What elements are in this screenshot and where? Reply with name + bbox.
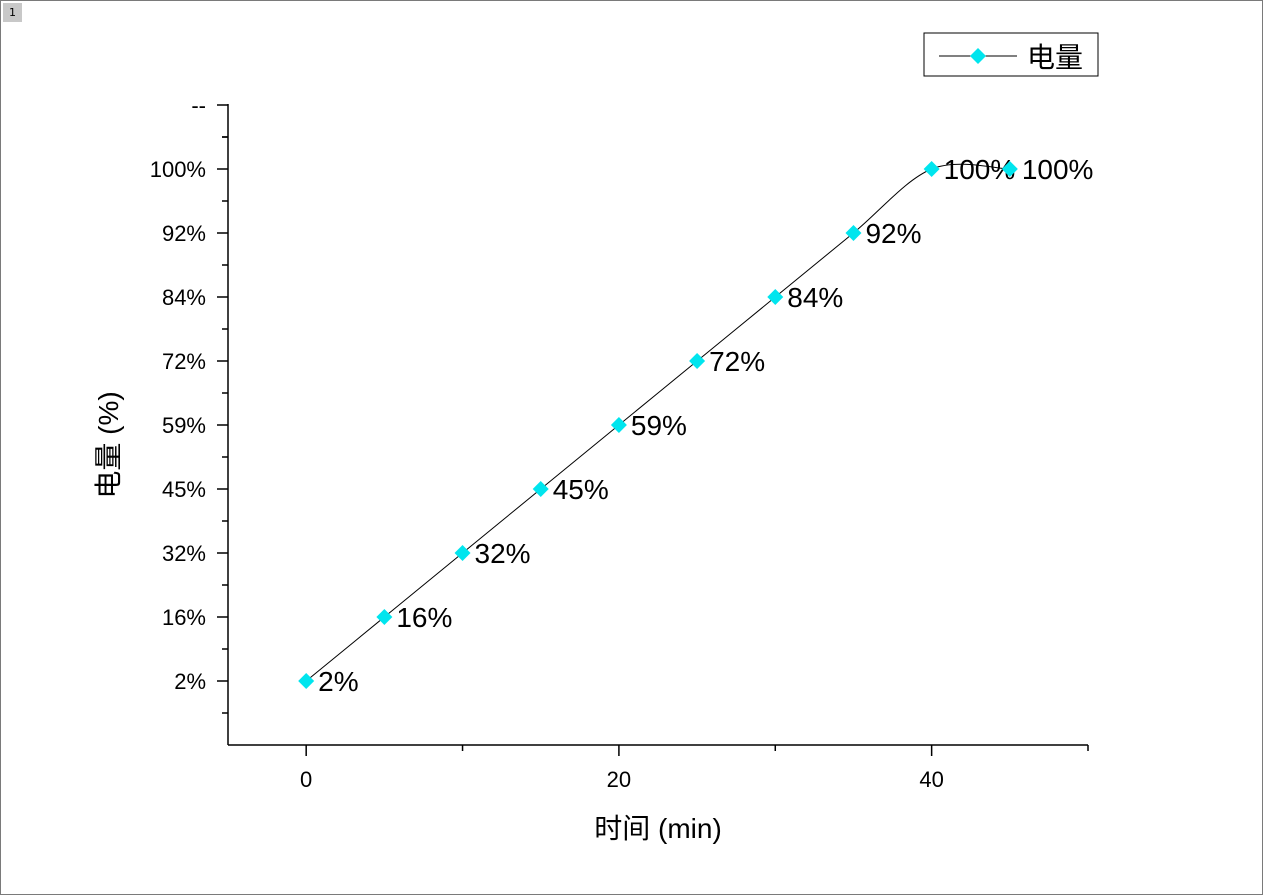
data-point xyxy=(454,545,471,561)
data-label: 45% xyxy=(553,474,609,505)
y-tick-label: 59% xyxy=(162,413,206,438)
data-point xyxy=(298,673,315,689)
data-label: 72% xyxy=(709,346,765,377)
data-label: 32% xyxy=(475,538,531,569)
legend-label: 电量 xyxy=(1027,42,1083,73)
y-tick-label: 2% xyxy=(174,669,206,694)
page-tab-label: 1 xyxy=(3,3,22,22)
data-point xyxy=(923,161,940,177)
y-tick-label: 92% xyxy=(162,221,206,246)
legend-box xyxy=(923,32,1099,77)
y-tick-label: 72% xyxy=(162,349,206,374)
data-point xyxy=(1001,161,1018,177)
data-point xyxy=(845,225,862,241)
data-point xyxy=(767,289,784,305)
data-label: 59% xyxy=(631,410,687,441)
x-axis-title: 时间 (min) xyxy=(594,813,722,844)
data-point xyxy=(376,609,393,625)
y-tick-label: 32% xyxy=(162,541,206,566)
y-axis-title: 电量 (%) xyxy=(93,391,124,498)
data-label: 92% xyxy=(865,218,921,249)
x-tick-label: 20 xyxy=(607,767,631,792)
data-label: 16% xyxy=(396,602,452,633)
data-label: 2% xyxy=(318,666,358,697)
data-label: 100% xyxy=(1022,154,1094,185)
y-tick-label: 16% xyxy=(162,605,206,630)
y-tick-label: 45% xyxy=(162,477,206,502)
y-tick-label: 84% xyxy=(162,285,206,310)
y-tick-label: -- xyxy=(191,93,206,118)
series-line xyxy=(305,163,1010,682)
data-point xyxy=(610,417,627,433)
x-tick-label: 40 xyxy=(919,767,943,792)
data-point xyxy=(532,481,549,497)
data-point xyxy=(689,353,706,369)
x-tick-label: 0 xyxy=(300,767,312,792)
data-label: 84% xyxy=(787,282,843,313)
y-tick-label: 100% xyxy=(150,157,206,182)
legend-marker xyxy=(970,48,986,64)
